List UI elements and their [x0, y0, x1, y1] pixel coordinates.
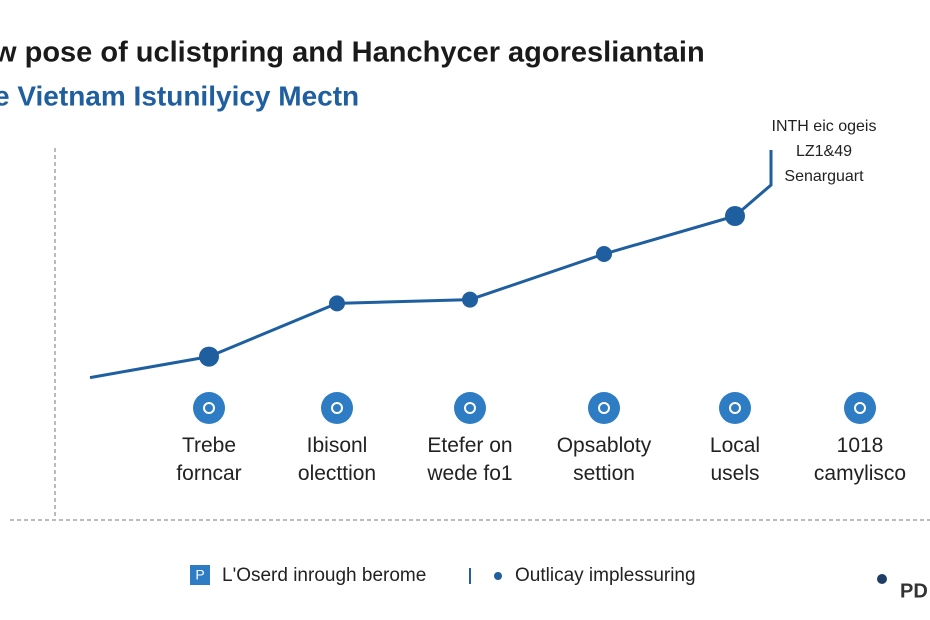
point	[596, 246, 612, 262]
x-tick-label: Ibisonl olecttion	[297, 434, 377, 485]
category-icon-glyph	[331, 402, 343, 414]
x-tick-label: Trebe forncar	[176, 434, 242, 485]
x-tick-label: Local usels	[709, 434, 761, 485]
point	[329, 295, 345, 312]
annotation: INTH eic ogeis LZ1&49 Senarguart	[771, 118, 877, 185]
point	[199, 346, 219, 367]
category-icon-glyph	[464, 402, 476, 414]
category-icon	[719, 392, 751, 424]
category-icon	[321, 392, 353, 424]
category-icon-glyph	[203, 402, 215, 414]
category-icon-glyph	[729, 402, 741, 414]
x-tick-label: 1018 camylisco	[813, 434, 907, 485]
legend-label: Outlicay implessuring	[515, 565, 696, 586]
watermark-dot	[877, 574, 887, 584]
category-icon	[844, 392, 876, 424]
category-icon	[454, 392, 486, 424]
line-lead	[89, 355, 210, 380]
category-icon-glyph	[854, 402, 866, 414]
point	[462, 291, 478, 308]
point	[725, 206, 745, 226]
category-icon	[193, 392, 225, 424]
watermark: PD	[900, 580, 928, 602]
line-tail	[734, 150, 773, 218]
x-tick-label: Etefer on wede fo1	[427, 434, 513, 485]
legend-note: L'Oserd inrough berome	[222, 565, 426, 586]
legend-swatch	[494, 572, 502, 580]
x-tick-label: Opsabloty settion	[556, 434, 652, 485]
line	[208, 214, 736, 358]
category-icon-glyph	[598, 402, 610, 414]
category-icon	[588, 392, 620, 424]
chart-subtitle: e Vietnam Istunilyicy Mectn	[0, 80, 359, 111]
legend-icon	[190, 565, 210, 585]
chart-title: w pose of uclistpring and Hanchycer agor…	[0, 37, 705, 69]
legend-icon-letter: P	[195, 567, 204, 583]
